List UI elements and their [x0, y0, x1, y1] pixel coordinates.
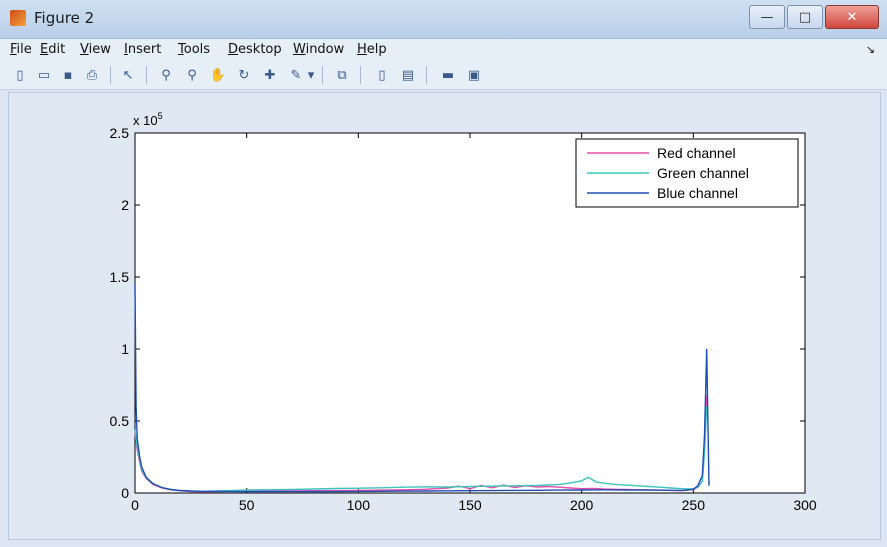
maximize-button[interactable]: □: [787, 5, 823, 29]
colorbar-icon[interactable]: ▯: [378, 67, 386, 83]
toolbar-separator: [426, 66, 427, 84]
y-tick-label: 1.5: [110, 269, 130, 285]
x-tick-label: 100: [347, 497, 371, 513]
pan-icon[interactable]: ✋: [209, 67, 227, 83]
menu-desktop[interactable]: Desktop: [228, 42, 282, 57]
open-file-icon[interactable]: ▭: [37, 67, 51, 83]
zoom-out-icon[interactable]: ⚲: [187, 67, 197, 83]
y-tick-label: 2: [121, 197, 129, 213]
menu-insert[interactable]: Insert: [124, 42, 162, 57]
menu-overflow-icon[interactable]: ↘: [865, 43, 875, 56]
toolbar: ▯ ▭ ▪ ⎙ ↖ ⚲ ⚲ ✋ ↻ ✚ ✎ ▾ ⧉ ▯ ▤ ▬ ▣: [0, 61, 887, 90]
x-tick-label: 300: [793, 497, 817, 513]
matlab-icon: [10, 10, 26, 26]
legend-label: Blue channel: [657, 185, 738, 201]
menu-bar: File Edit View Insert Tools Desktop Wind…: [0, 39, 887, 61]
menu-view[interactable]: View: [80, 42, 111, 57]
legend-icon[interactable]: ▤: [401, 67, 415, 83]
toolbar-separator: [146, 66, 147, 84]
link-plot-icon[interactable]: ⧉: [337, 67, 347, 83]
show-plot-tools-icon[interactable]: ▣: [467, 67, 481, 83]
close-button[interactable]: ✕: [825, 5, 879, 29]
x-tick-label: 250: [682, 497, 706, 513]
window-controls: — □ ✕: [749, 5, 879, 29]
x-tick-label: 150: [458, 497, 482, 513]
dropdown-arrow-icon[interactable]: ▾: [307, 67, 315, 83]
y-tick-label: 0.5: [110, 413, 130, 429]
legend: Red channel Green channel Blue channel: [575, 138, 799, 208]
axis-ticks: 0 50 100 150 200 250 300 0 0.5 1 1.5 2 2.5: [110, 125, 817, 513]
save-icon[interactable]: ▪: [63, 67, 73, 83]
y-tick-label: 1: [121, 341, 129, 357]
title-bar[interactable]: Figure 2 — □ ✕: [0, 0, 887, 39]
y-exponent-label: x 105: [133, 111, 163, 128]
legend-label: Green channel: [657, 165, 749, 181]
brush-icon[interactable]: ✎: [290, 67, 302, 83]
print-icon[interactable]: ⎙: [86, 67, 98, 83]
toolbar-separator: [110, 66, 111, 84]
data-lines: [134, 284, 710, 493]
y-tick-label: 2.5: [110, 125, 130, 141]
x-tick-label: 200: [570, 497, 594, 513]
menu-file[interactable]: File: [10, 42, 32, 57]
toolbar-separator: [360, 66, 361, 84]
pointer-icon[interactable]: ↖: [122, 67, 134, 83]
y-tick-label: 0: [121, 485, 129, 501]
menu-window[interactable]: Window: [293, 42, 345, 57]
histogram-plot[interactable]: 0 50 100 150 200 250 300 0 0.5 1 1.5 2 2.5 x 105 Red…: [9, 93, 880, 539]
zoom-in-icon[interactable]: ⚲: [161, 67, 171, 83]
data-cursor-icon[interactable]: ✚: [264, 67, 276, 83]
rotate-3d-icon[interactable]: ↻: [238, 67, 250, 83]
x-tick-label: 0: [131, 497, 139, 513]
hide-plot-tools-icon[interactable]: ▬: [441, 67, 455, 83]
figure-canvas: 0 50 100 150 200 250 300 0 0.5 1 1.5 2 2.5 x 105 Red…: [8, 92, 881, 540]
legend-label: Red channel: [657, 145, 736, 161]
window-title: Figure 2: [34, 9, 95, 27]
minimize-button[interactable]: —: [749, 5, 785, 29]
new-figure-icon[interactable]: ▯: [16, 67, 24, 83]
toolbar-separator: [322, 66, 323, 84]
menu-edit[interactable]: Edit: [40, 42, 66, 57]
menu-tools[interactable]: Tools: [178, 42, 211, 57]
x-tick-label: 50: [239, 497, 255, 513]
menu-help[interactable]: Help: [357, 42, 387, 57]
series-line-blue-channel: [134, 284, 710, 493]
